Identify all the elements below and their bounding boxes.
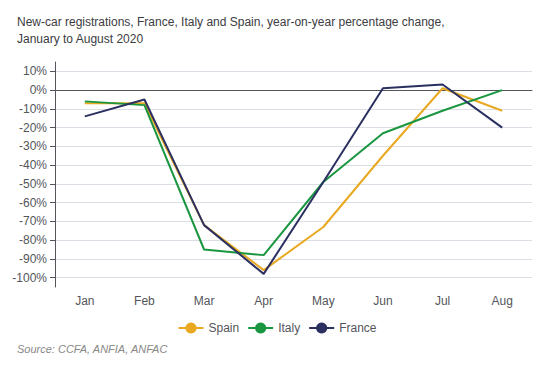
svg-text:May: May bbox=[312, 294, 335, 308]
svg-text:Feb: Feb bbox=[134, 294, 155, 308]
svg-text:-30%: -30% bbox=[19, 139, 47, 153]
svg-text:France: France bbox=[339, 321, 377, 335]
svg-text:Mar: Mar bbox=[194, 294, 215, 308]
svg-text:Apr: Apr bbox=[254, 294, 273, 308]
svg-text:-100%: -100% bbox=[12, 271, 47, 285]
svg-text:January to August 2020: January to August 2020 bbox=[17, 32, 143, 46]
svg-text:Aug: Aug bbox=[492, 294, 513, 308]
svg-text:Source: CCFA, ANFIA, ANFAC: Source: CCFA, ANFIA, ANFAC bbox=[17, 343, 167, 355]
svg-text:Spain: Spain bbox=[208, 321, 239, 335]
svg-text:0%: 0% bbox=[30, 83, 48, 97]
svg-text:-70%: -70% bbox=[19, 214, 47, 228]
svg-text:-80%: -80% bbox=[19, 233, 47, 247]
svg-text:Jan: Jan bbox=[75, 294, 94, 308]
svg-text:-60%: -60% bbox=[19, 196, 47, 210]
svg-text:New-car registrations, France,: New-car registrations, France, Italy and… bbox=[17, 15, 445, 29]
svg-text:Italy: Italy bbox=[278, 321, 300, 335]
svg-text:-50%: -50% bbox=[19, 177, 47, 191]
svg-text:-90%: -90% bbox=[19, 252, 47, 266]
svg-text:-40%: -40% bbox=[19, 158, 47, 172]
svg-text:Jul: Jul bbox=[435, 294, 450, 308]
svg-text:-20%: -20% bbox=[19, 121, 47, 135]
svg-text:Jun: Jun bbox=[373, 294, 392, 308]
svg-text:10%: 10% bbox=[23, 64, 47, 78]
svg-text:-10%: -10% bbox=[19, 102, 47, 116]
